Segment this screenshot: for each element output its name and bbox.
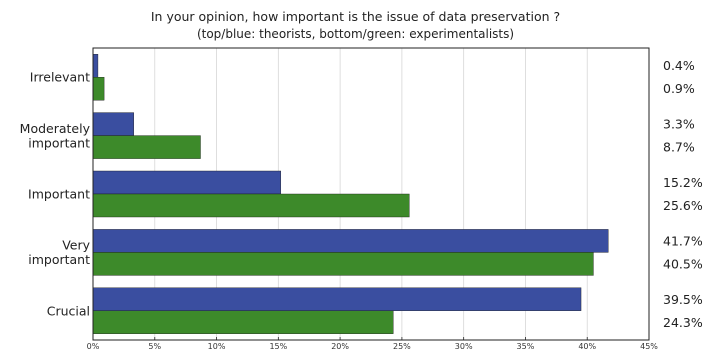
bar-theorists [92,54,99,78]
bar-experimentalists [92,193,410,218]
category-label: Moderately [20,121,91,136]
chart-title: In your opinion, how important is the is… [150,9,561,24]
bar-experimentalists [92,135,201,159]
value-label: 39.5% [663,292,703,307]
category-label: Crucial [47,303,90,318]
x-tick-label: 35% [517,342,535,351]
x-tick-label: 30% [455,342,473,351]
bar-experimentalists [92,252,594,276]
category-label: Very [62,238,90,253]
category-label: Irrelevant [30,70,90,85]
x-tick-label: 45% [640,342,658,351]
value-label: 0.9% [663,81,695,96]
x-tick-label: 5% [148,342,161,351]
x-tick-label: 0% [87,342,100,351]
bar-theorists [92,229,609,253]
bar-theorists [92,170,282,195]
value-label: 0.4% [663,58,695,73]
value-label: 15.2% [663,175,703,190]
bar-theorists [92,112,134,136]
bar-experimentalists [92,310,394,334]
plot-frame [92,47,650,341]
x-tick-label: 20% [331,342,349,351]
category-label: important [28,135,90,150]
value-label: 41.7% [663,233,703,248]
chart-subtitle: (top/blue: theorists, bottom/green: expe… [196,27,515,41]
x-tick-label: 10% [208,342,226,351]
x-tick-label: 40% [578,342,596,351]
category-label: important [28,252,90,267]
bar-theorists [92,287,582,311]
value-label: 25.6% [663,198,703,213]
value-label: 8.7% [663,140,695,155]
category-label: Important [28,187,90,202]
value-label: 24.3% [663,315,703,330]
value-label: 3.3% [663,117,695,132]
x-tick-label: 15% [269,342,287,351]
value-label: 40.5% [663,256,703,271]
bar-experimentalists [92,76,105,101]
x-tick-label: 25% [393,342,411,351]
